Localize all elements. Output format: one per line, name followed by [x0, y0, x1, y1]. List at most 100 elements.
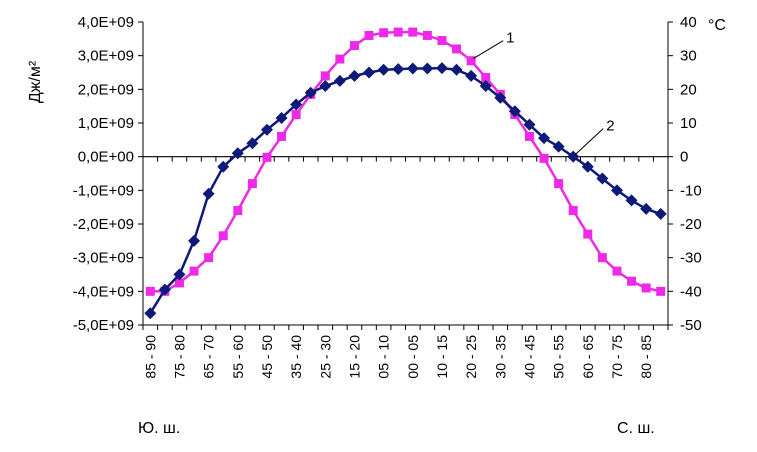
series-point: [554, 179, 564, 189]
series-point: [275, 111, 288, 124]
left-tick-label: -3,0E+09: [73, 250, 134, 267]
series-point: [204, 253, 214, 263]
series-point: [596, 172, 609, 185]
series-point: [262, 152, 272, 162]
x-tick-label: 00 - 05: [405, 335, 421, 379]
series-point: [144, 307, 157, 320]
series-point: [494, 91, 507, 104]
series-line: [150, 30, 661, 293]
x-tick-label: 50 - 55: [551, 335, 567, 379]
callout-leader: [574, 128, 604, 156]
right-tick-label: -20: [680, 216, 702, 233]
series-point: [583, 229, 593, 239]
callouts: 12: [472, 30, 615, 156]
x-tick-label: 40 - 45: [521, 335, 537, 379]
right-tick-label: 10: [680, 115, 697, 132]
x-tick-label: 15 - 20: [346, 335, 362, 379]
series-point: [408, 27, 418, 37]
right-tick-label: -50: [680, 317, 702, 334]
series-point: [218, 231, 228, 241]
series-point: [524, 131, 534, 141]
series-point: [406, 62, 419, 75]
x-tick-label: 05 - 10: [376, 335, 392, 379]
right-tick-label: 30: [680, 48, 697, 65]
series-point: [291, 110, 301, 120]
series-point: [189, 266, 199, 276]
x-tick-label: 10 - 15: [434, 335, 450, 379]
series-point: [450, 63, 463, 76]
series-point: [158, 283, 171, 296]
series-point: [319, 79, 332, 92]
series-point: [393, 27, 403, 37]
left-tick-label: 1,0E+09: [78, 115, 134, 132]
series-callout-label: 2: [606, 118, 614, 135]
series-point: [552, 140, 565, 153]
series-point: [202, 187, 215, 200]
series-line: [149, 66, 662, 314]
left-tick-label: 2,0E+09: [78, 81, 134, 98]
callout-leader: [472, 40, 504, 60]
x-tick-label: 55 - 60: [230, 335, 246, 379]
series-point: [277, 131, 287, 141]
series-point: [581, 160, 594, 173]
x-tick-label: 25 - 30: [317, 335, 333, 379]
series-point: [246, 137, 259, 150]
right-axis-label: °C: [708, 17, 726, 34]
series-point: [435, 62, 448, 75]
left-tick-label: 3,0E+09: [78, 48, 134, 65]
region-label-south: Ю. ш.: [138, 420, 180, 437]
plot-frame: [142, 22, 669, 326]
series-point: [333, 74, 346, 87]
series-point: [523, 118, 536, 131]
series-point: [379, 28, 389, 38]
series-point: [640, 202, 653, 215]
series-point: [539, 153, 549, 163]
series-point: [247, 179, 257, 189]
series-2: [144, 62, 667, 320]
left-tick-label: -5,0E+09: [73, 317, 134, 334]
series-point: [174, 278, 184, 288]
series-point: [392, 63, 405, 76]
left-axis: 4,0E+09 3,0E+09 2,0E+09 1,0E+09 0,0E+00 -1,0E…: [73, 14, 143, 334]
x-tick-label: 75 - 80: [171, 335, 187, 379]
series-point: [466, 56, 476, 66]
series-point: [188, 234, 201, 247]
series-point: [508, 105, 521, 118]
right-tick-label: -30: [680, 250, 702, 267]
series-point: [422, 30, 432, 40]
x-tick-label: 80 - 85: [638, 335, 654, 379]
x-tick-label: 85 - 90: [142, 335, 158, 379]
series-point: [641, 283, 651, 293]
series-point: [348, 69, 361, 82]
x-tick-label: 65 - 70: [201, 335, 217, 379]
series-point: [364, 30, 374, 40]
left-tick-label: -1,0E+09: [73, 182, 134, 199]
series-point: [335, 54, 345, 64]
series-point: [610, 184, 623, 197]
series-point: [479, 79, 492, 92]
series-point: [568, 206, 578, 216]
x-tick-label: 70 - 75: [609, 335, 625, 379]
series-point: [304, 86, 317, 99]
right-axis: 40 30 20 10 0 -10 -20 -30 -40 -50: [668, 14, 702, 334]
series-point: [233, 206, 243, 216]
left-tick-label: -2,0E+09: [73, 216, 134, 233]
series-point: [538, 132, 551, 145]
series-point: [437, 36, 447, 46]
x-tick-label: 20 - 25: [463, 335, 479, 379]
right-tick-label: 20: [680, 81, 697, 98]
left-tick-label: 0,0E+00: [78, 149, 134, 166]
series-point: [377, 63, 390, 76]
series-point: [260, 123, 273, 136]
series-point: [481, 73, 491, 83]
x-tick-label: 45 - 50: [259, 335, 275, 379]
left-tick-label: 4,0E+09: [78, 14, 134, 31]
series-point: [654, 207, 667, 220]
x-tick-label: 35 - 40: [288, 335, 304, 379]
series-point: [363, 66, 376, 79]
region-label-north: С. ш.: [617, 420, 655, 437]
series-point: [452, 44, 462, 54]
series-point: [465, 69, 478, 82]
series-point: [421, 62, 434, 75]
